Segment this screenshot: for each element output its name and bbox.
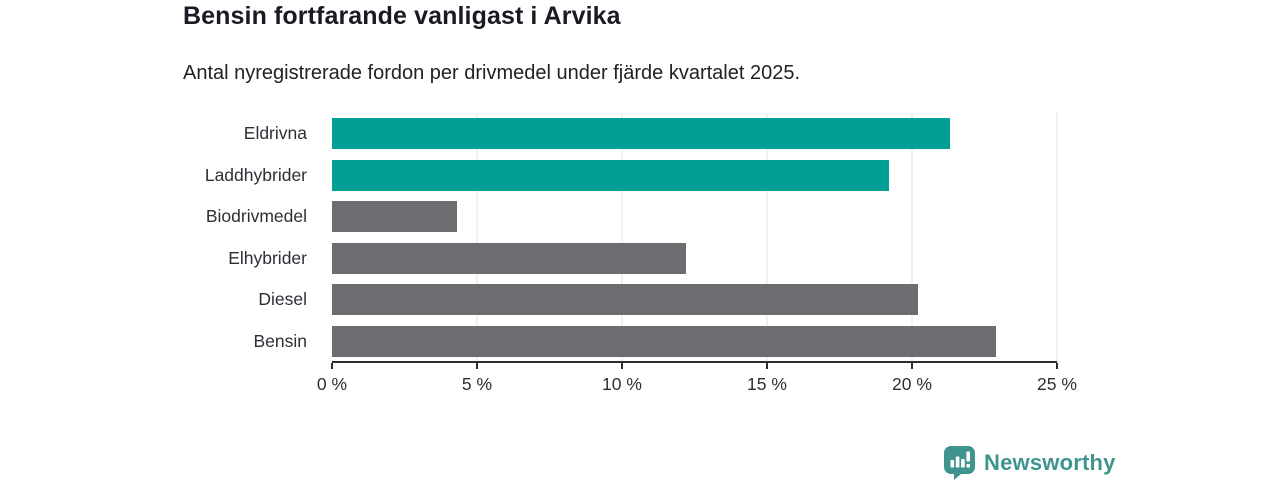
x-tick-15 — [766, 363, 768, 369]
bar-laddhybrider — [332, 159, 889, 191]
category-label-eldrivna: Eldrivna — [243, 123, 307, 144]
bar-biodrivmedel — [332, 201, 457, 233]
x-tick-5 — [476, 363, 478, 369]
bar-row — [332, 279, 1057, 321]
gridlines — [332, 113, 1058, 362]
bar-rows — [332, 113, 1057, 362]
bar-row — [332, 155, 1057, 197]
plot-area — [332, 113, 1058, 362]
bar-diesel — [332, 284, 918, 316]
bar-row — [332, 113, 1057, 155]
x-tick-label-0: 0 % — [316, 374, 348, 394]
x-tick-label-20: 20 % — [892, 374, 932, 394]
x-axis-line — [332, 361, 1057, 363]
category-label-diesel: Diesel — [258, 289, 307, 310]
x-axis: 0 % 5 % 10 % 15 % 20 % 25 % — [317, 361, 1077, 401]
x-tick-20 — [911, 363, 913, 369]
gridline-20 — [911, 113, 913, 362]
newsworthy-badge-icon — [944, 446, 975, 480]
newsworthy-wordmark: Newsworthy — [984, 450, 1116, 475]
bar-elhybrider — [332, 242, 686, 274]
x-tick-label-15: 15 % — [747, 374, 787, 394]
bar-bensin — [332, 325, 997, 357]
gridline-15 — [766, 113, 768, 362]
bar-row — [332, 238, 1057, 280]
category-label-laddhybrider: Laddhybrider — [204, 164, 307, 185]
category-label-elhybrider: Elhybrider — [228, 247, 307, 268]
chart-subtitle: Antal nyregistrerade fordon per drivmede… — [183, 62, 801, 84]
gridline-25 — [1056, 113, 1058, 362]
x-tick-0 — [331, 363, 333, 369]
x-tick-10 — [621, 363, 623, 369]
x-tick-label-25: 25 % — [1037, 374, 1077, 394]
x-tick-label-10: 10 % — [602, 374, 642, 394]
gridline-5 — [476, 113, 478, 362]
chart-title: Bensin fortfarande vanligast i Arvika — [183, 2, 621, 30]
category-label-bensin: Bensin — [253, 330, 307, 351]
x-tick-label-5: 5 % — [461, 374, 493, 394]
x-tick-25 — [1056, 363, 1058, 369]
category-axis-labels: Eldrivna Laddhybrider Biodrivmedel Elhybrid… — [0, 113, 320, 362]
category-label-biodrivmedel: Biodrivmedel — [205, 206, 307, 227]
gridline-10 — [621, 113, 623, 362]
newsworthy-logo[interactable]: Newsworthy — [944, 446, 1116, 480]
bar-row — [332, 196, 1057, 238]
bar-row — [332, 321, 1057, 363]
bar-eldrivna — [332, 118, 950, 150]
